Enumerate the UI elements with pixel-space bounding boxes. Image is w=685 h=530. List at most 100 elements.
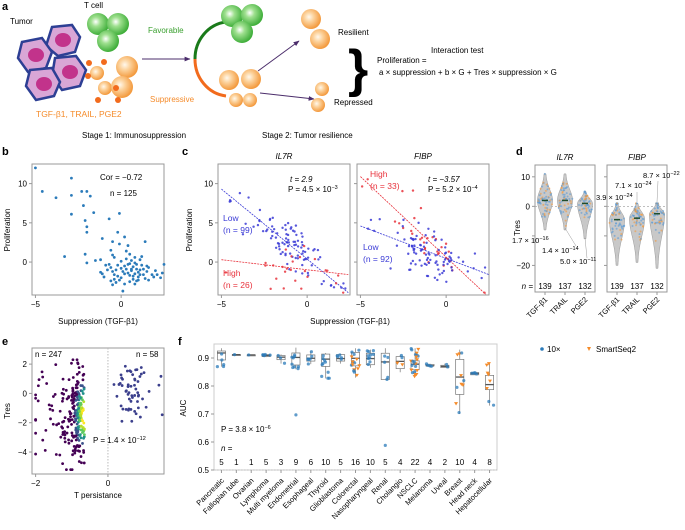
data-point [549,193,552,196]
data-point [116,274,120,278]
data-point [104,263,108,267]
y-tick-label: −2 [18,419,28,428]
data-point [74,434,78,438]
data-point [483,291,486,294]
data-point-10x [321,361,325,366]
data-point [160,413,164,417]
data-point [111,283,114,287]
data-point [565,210,568,213]
data-point [77,438,81,442]
series-label-high: High [223,268,241,278]
n-label: 132 [578,282,592,291]
data-point [653,207,656,210]
data-point [326,269,329,272]
data-point [229,199,232,203]
data-point [52,395,55,398]
data-point [238,191,242,195]
data-point [662,222,665,225]
n-label: 132 [650,282,664,291]
data-point [70,212,73,216]
data-point [65,431,69,435]
tcell-label: T cell [84,1,103,10]
data-point [111,253,114,257]
data-point [420,236,424,240]
n-label: 16 [351,458,360,467]
pvalue-leader [584,237,588,259]
data-point [432,230,436,233]
data-point [614,238,617,241]
data-point-smartseq2 [400,363,405,367]
y-tick-label: 5 [209,219,214,228]
data-point [301,272,304,275]
data-point [401,225,404,228]
data-point [80,461,83,465]
y-tick-label: 0 [23,389,28,398]
data-point [131,274,135,278]
data-point [100,237,104,240]
panel-label-a: a [2,1,9,13]
data-point [653,218,656,221]
data-point [127,397,131,401]
panel-title: IL7R [276,152,293,161]
data-point [34,452,38,456]
data-point [544,203,547,206]
x-tick-label: TGF-β1 [597,295,622,320]
panel-title: FIBP [414,152,432,161]
n-label: 4 [428,458,433,467]
data-point [560,205,563,208]
data-point-smartseq2 [486,373,491,377]
data-point [622,217,625,220]
data-point [662,223,665,226]
data-point [61,387,65,391]
data-point [282,287,285,290]
data-point [560,184,563,187]
data-point [659,217,662,220]
data-point [318,256,322,259]
data-point [134,412,138,416]
data-point [617,237,620,240]
n-label: 5 [383,458,388,467]
data-point [620,238,623,241]
n-label: 137 [630,282,644,291]
data-point [121,270,125,273]
data-point [77,406,81,410]
data-point-10x [424,362,429,366]
data-point [565,182,568,185]
data-point [47,403,51,407]
data-point [639,215,642,218]
data-point [75,393,79,396]
y-tick-label: 10 [18,180,27,189]
data-point-smartseq2 [414,351,419,355]
data-point [427,227,430,231]
data-point [307,247,310,250]
data-point [590,208,593,211]
data-point [54,453,58,456]
data-point-10x [221,364,226,369]
data-point-10x [263,352,267,357]
data-point [112,255,116,259]
series-n-low: (n = 99) [223,225,253,235]
data-point [564,224,567,227]
data-point [640,213,643,216]
data-point [563,195,566,198]
data-point [60,425,64,429]
data-point [620,234,623,237]
data-point-10x [293,354,297,359]
data-point [654,228,657,231]
data-point [378,217,381,221]
data-point [542,213,545,216]
y-tick-label: 0.6 [198,438,210,447]
n-label: 8 [487,458,492,467]
n-label: 10 [321,458,330,467]
data-point-10x [474,372,479,376]
data-point [611,214,614,217]
data-point [660,219,663,222]
data-point [82,436,85,440]
data-point [543,212,546,215]
data-point [411,259,415,263]
data-point [57,422,61,426]
data-point [102,275,106,279]
data-point [77,366,81,369]
data-point [543,215,546,218]
